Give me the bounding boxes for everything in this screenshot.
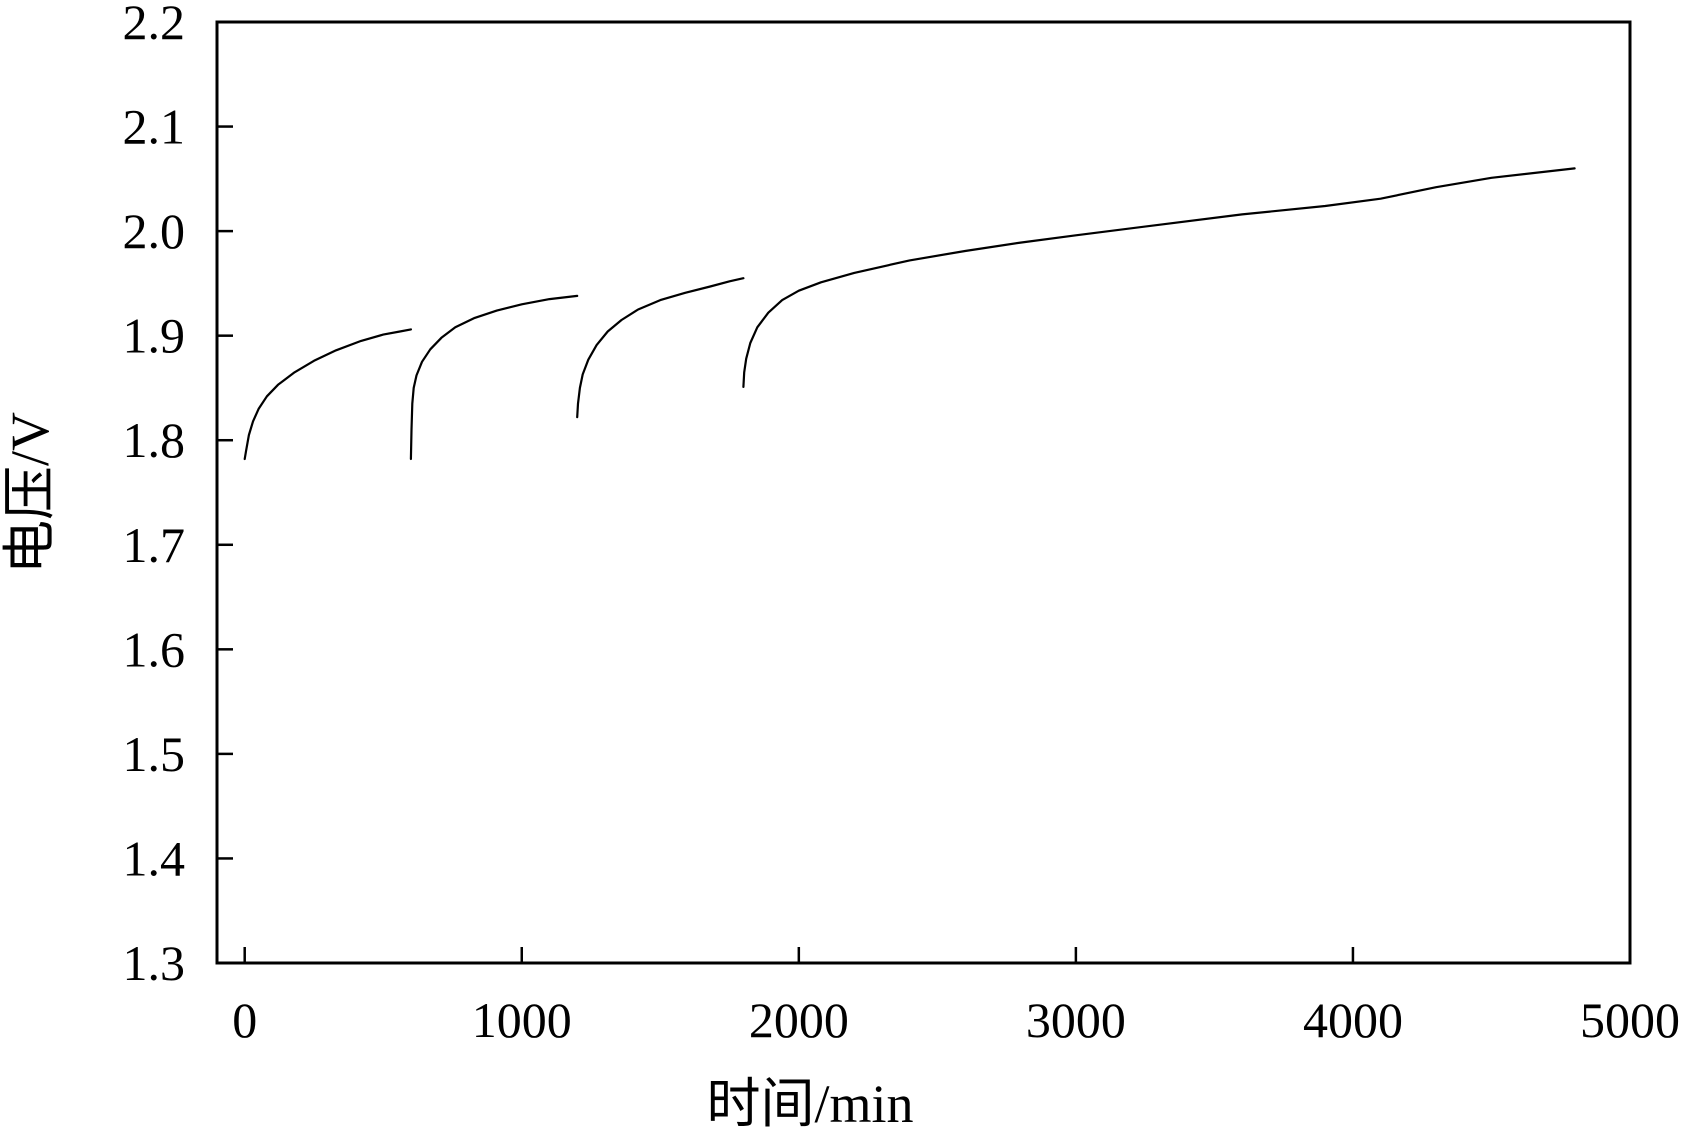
y-axis: 1.3 1.4 1.5 1.6 1.7 1.8 1.9 2.0 2.1 2.2 xyxy=(123,0,233,991)
x-tick-label: 5000 xyxy=(1580,992,1680,1048)
x-axis: 0 1000 2000 3000 4000 5000 xyxy=(232,947,1680,1048)
plot-frame xyxy=(215,20,1632,965)
voltage-series-3 xyxy=(576,277,745,419)
y-tick-label: 1.8 xyxy=(123,412,186,468)
y-tick-label: 2.0 xyxy=(123,203,186,259)
x-tick-label: 2000 xyxy=(749,992,849,1048)
series-layer xyxy=(243,167,1576,461)
y-tick-label: 2.2 xyxy=(123,0,186,50)
y-tick-label: 1.4 xyxy=(123,830,186,886)
y-tick-label: 1.5 xyxy=(123,726,186,782)
y-tick-label: 1.3 xyxy=(123,935,186,991)
x-tick-label: 0 xyxy=(232,992,257,1048)
x-tick-label: 1000 xyxy=(472,992,572,1048)
x-tick-label: 4000 xyxy=(1303,992,1403,1048)
voltage-series-1 xyxy=(243,328,412,461)
y-tick-label: 1.7 xyxy=(123,517,186,573)
y-tick-label: 2.1 xyxy=(123,99,186,155)
x-tick-label: 3000 xyxy=(1026,992,1126,1048)
voltage-series-4 xyxy=(742,167,1576,388)
voltage-series-2 xyxy=(409,294,579,461)
x-axis-title: 时间/min xyxy=(706,1074,913,1133)
y-tick-label: 1.9 xyxy=(123,308,186,364)
y-tick-label: 1.6 xyxy=(123,621,186,677)
y-axis-title: 电压/V xyxy=(0,412,60,574)
